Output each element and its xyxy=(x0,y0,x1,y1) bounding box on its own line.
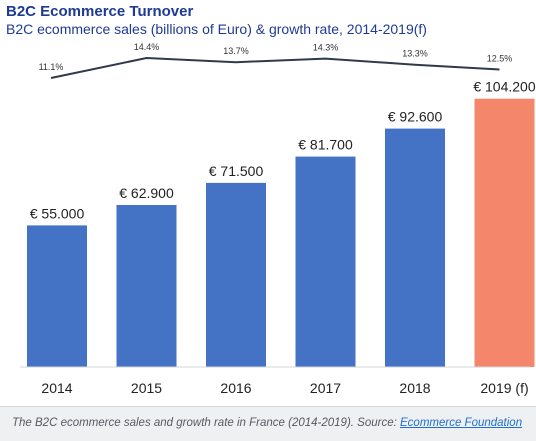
chart-plot: 11.1%14.4% 13.7% 14.3%13.3% 12.5% € 55.000€… xyxy=(20,42,536,396)
x-tick-layer: 2014 2015 2016 2017 2018 2019 (f) xyxy=(41,380,528,396)
bar-2018 xyxy=(385,128,445,367)
bar-2016 xyxy=(206,182,266,367)
bar-value-label: € 62.900 xyxy=(119,185,174,201)
growth-rate-label: 12.5% xyxy=(487,54,513,64)
growth-rate-label: 13.7% xyxy=(223,46,249,56)
bar-2017 xyxy=(295,156,356,367)
chart-title: B2C Ecommerce Turnover xyxy=(6,3,194,20)
x-tick-label: 2018 xyxy=(399,380,430,396)
bar-2015 xyxy=(116,205,177,367)
chart-subtitle: B2C ecommerce sales (billions of Euro) &… xyxy=(6,21,427,37)
bar-value-label: € 81.700 xyxy=(298,137,353,153)
growth-rate-label: 14.3% xyxy=(313,43,339,53)
x-tick-label: 2019 (f) xyxy=(480,380,528,396)
caption-text: The B2C ecommerce sales and growth rate … xyxy=(12,417,400,429)
bar-value-label: € 92.600 xyxy=(388,109,443,125)
bar-value-label: € 104.200 xyxy=(473,79,535,95)
caption: The B2C ecommerce sales and growth rate … xyxy=(12,417,522,429)
growth-rate-label: 14.4% xyxy=(134,42,160,52)
x-tick-label: 2016 xyxy=(220,380,251,396)
x-tick-label: 2017 xyxy=(310,380,341,396)
growth-rate-label: 11.1% xyxy=(39,62,64,72)
growth-line-layer: 11.1% 14.4% 13.7% 14.3% 13.3% 12.5% xyxy=(39,42,513,79)
bar-2019f xyxy=(474,98,535,367)
x-tick-label: 2014 xyxy=(41,380,72,396)
bar-2014 xyxy=(27,225,87,367)
bar-value-label: € 55.000 xyxy=(30,205,85,221)
bar-layer: € 55.000 € 62.900 € 71.500 € 81.700 € 92.600… xyxy=(27,79,536,367)
x-tick-label: 2015 xyxy=(131,380,162,396)
caption-bar: The B2C ecommerce sales and growth rate … xyxy=(0,406,536,441)
bar-value-label: € 71.500 xyxy=(209,163,264,179)
growth-rate-line xyxy=(50,56,500,79)
caption-source-link[interactable]: Ecommerce Foundation xyxy=(400,417,523,429)
growth-rate-label: 13.3% xyxy=(402,49,428,59)
